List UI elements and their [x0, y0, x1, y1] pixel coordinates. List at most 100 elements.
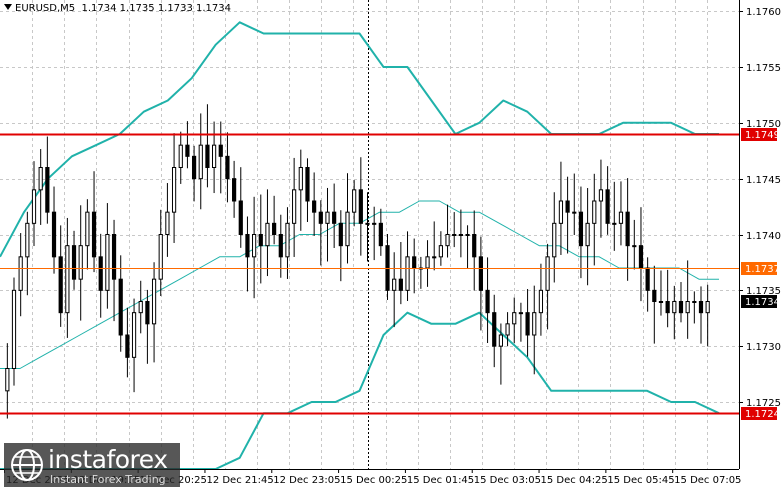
candle-body: [525, 312, 530, 336]
ohlc-label: 1.1734 1.1735 1.1733 1.1734: [81, 3, 231, 14]
candle-body: [452, 234, 457, 236]
candle-body: [432, 256, 437, 259]
candle-body: [118, 278, 123, 336]
candle-body: [292, 189, 297, 224]
candle-body: [652, 289, 657, 303]
candle-body: [352, 189, 357, 213]
y-tick-label: 1.1750: [746, 119, 781, 130]
candle-body: [692, 301, 697, 303]
candle-body: [412, 256, 417, 269]
candle-body: [645, 267, 650, 291]
candle-body: [672, 301, 677, 314]
current-price-tag: [741, 295, 777, 308]
candle-body: [472, 234, 477, 258]
candle-body: [705, 301, 710, 314]
candle-body: [485, 289, 490, 314]
candle-body: [505, 323, 510, 336]
candle-body: [518, 312, 524, 315]
price-level-tag: [741, 128, 777, 141]
candles: [5, 104, 710, 419]
candle-body: [38, 167, 43, 191]
price-level-label: 1.1737: [745, 264, 780, 275]
price-level-label: 1.1724: [745, 409, 780, 420]
candle-body: [372, 222, 377, 225]
candle-body: [592, 200, 597, 224]
candle-body: [492, 312, 497, 347]
candle-body: [532, 312, 537, 336]
candle-body: [465, 234, 470, 236]
candle-body: [205, 144, 210, 169]
candle-body: [558, 200, 564, 224]
candle-body: [25, 222, 30, 258]
price-level-tag: [741, 407, 777, 420]
candle-body: [98, 256, 103, 291]
candle-body: [638, 245, 644, 269]
candle-body: [358, 189, 363, 224]
candle-body: [398, 278, 403, 291]
candle-body: [605, 189, 610, 224]
candle-body: [585, 222, 590, 247]
candle-body: [378, 222, 383, 247]
candle-body: [698, 301, 704, 314]
symbol-label: EURUSD,M5: [15, 3, 76, 14]
candle-body: [612, 222, 617, 225]
candle-body: [85, 211, 90, 247]
x-tick-label: 15 Dec 01:45: [407, 475, 474, 486]
candle-body: [552, 222, 557, 258]
price-levels: 1.1749 1.1737 1.1724 1.1734: [0, 128, 780, 420]
candle-body: [252, 234, 257, 258]
candle-body: [138, 301, 143, 314]
x-tick-label: 15 Dec 05:45: [607, 475, 674, 486]
candle-body: [278, 234, 283, 258]
y-tick-label: 1.1745: [746, 175, 781, 186]
candle-body: [131, 312, 137, 358]
candle-body: [545, 256, 550, 291]
candle-body: [625, 211, 630, 247]
candle-body: [632, 245, 637, 248]
candle-body: [685, 301, 690, 314]
candle-body: [165, 211, 170, 236]
candle-body: [225, 155, 230, 180]
candle-body: [498, 334, 504, 347]
candle-body: [105, 234, 110, 291]
candle-body: [298, 167, 303, 191]
candle-body: [125, 334, 130, 358]
candle-body: [332, 211, 337, 224]
candle-body: [538, 289, 544, 314]
candle-body: [365, 222, 370, 225]
price-level-tag: [741, 262, 777, 275]
candle-body: [665, 301, 670, 314]
x-tick-label: 12 Dec 21:45: [206, 475, 273, 486]
candle-body: [312, 200, 317, 213]
dropdown-triangle-icon[interactable]: [4, 4, 12, 10]
watermark-brand: instaforex: [48, 445, 168, 474]
candle-body: [111, 234, 117, 280]
candle-body: [478, 256, 483, 291]
candle-body: [338, 222, 343, 247]
chart-grid: [0, 0, 739, 469]
candle-body: [565, 200, 570, 213]
candle-body: [678, 301, 684, 314]
candle-body: [658, 301, 664, 303]
candle-body: [78, 245, 83, 280]
y-tick-label: 1.1730: [746, 342, 781, 353]
x-tick-label: 15 Dec 04:25: [541, 475, 608, 486]
y-tick-label: 1.1760: [746, 7, 781, 18]
candle-body: [31, 189, 37, 224]
candle-body: [245, 234, 250, 258]
candle-body: [458, 234, 463, 236]
candle-body: [71, 245, 77, 280]
candle-body: [18, 256, 23, 291]
y-tick-label: 1.1735: [746, 286, 781, 297]
candle-body: [191, 155, 197, 180]
candle-body: [285, 222, 290, 258]
candle-body: [345, 211, 350, 247]
candle-body: [572, 211, 577, 214]
y-tick-label: 1.1755: [746, 63, 781, 74]
candle-body: [305, 167, 310, 202]
price-level-label: 1.1749: [745, 130, 780, 141]
watermark-logo: instaforex Instant Forex Trading: [4, 443, 180, 487]
candle-body: [438, 245, 443, 258]
